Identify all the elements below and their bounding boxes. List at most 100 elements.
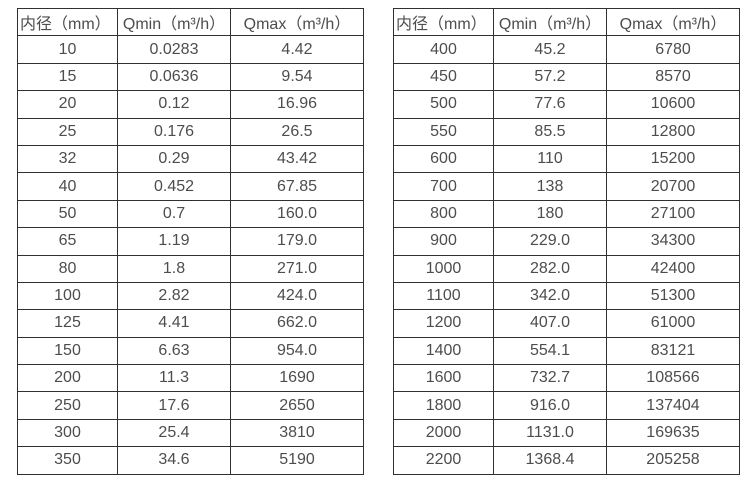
table-cell: 424.0 xyxy=(230,281,364,311)
table-row: 50 0.7 160.0 xyxy=(17,199,364,229)
table-cell: 43.42 xyxy=(230,144,364,174)
table-cell: 400 xyxy=(393,35,494,64)
table-cell: 600 xyxy=(393,144,494,174)
column-header: Qmax（m³/h） xyxy=(230,7,364,37)
table-row: 900 229.0 34300 xyxy=(393,227,740,256)
table-cell: 250 xyxy=(17,391,118,420)
table-cell: 65 xyxy=(17,227,118,256)
table-cell: 40 xyxy=(17,172,118,201)
table-cell: 4.42 xyxy=(230,35,364,64)
table-cell: 271.0 xyxy=(230,254,364,283)
table-row: 700 138 20700 xyxy=(393,172,740,201)
table-row: 2000 1131.0 169635 xyxy=(393,418,740,448)
table-cell: 1100 xyxy=(393,281,494,311)
table-cell: 51300 xyxy=(606,281,740,311)
table-cell: 83121 xyxy=(606,336,740,366)
table-cell: 732.7 xyxy=(493,364,607,393)
table-row: 100 2.82 424.0 xyxy=(17,281,364,311)
table-cell: 550 xyxy=(393,117,494,146)
table-cell: 20 xyxy=(17,90,118,119)
table-cell: 25 xyxy=(17,117,118,146)
table-row: 350 34.6 5190 xyxy=(17,446,364,475)
table-row: 1000 282.0 42400 xyxy=(393,254,740,283)
table-cell: 15 xyxy=(17,62,118,92)
table-cell: 450 xyxy=(393,62,494,92)
table-cell: 50 xyxy=(17,199,118,229)
header-row: 内径（mm） Qmin（m³/h） Qmax（m³/h） xyxy=(393,7,740,37)
table-cell: 26.5 xyxy=(230,117,364,146)
table-cell: 110 xyxy=(493,144,607,174)
table-cell: 138 xyxy=(493,172,607,201)
table-cell: 1000 xyxy=(393,254,494,283)
table-cell: 34.6 xyxy=(117,446,231,475)
column-header: Qmin（m³/h） xyxy=(493,7,607,37)
table-cell: 77.6 xyxy=(493,90,607,119)
table-cell: 2.82 xyxy=(117,281,231,311)
column-header: 内径（mm） xyxy=(393,7,494,37)
table-cell: 9.54 xyxy=(230,62,364,92)
table-cell: 2200 xyxy=(393,446,494,475)
table-cell: 1.8 xyxy=(117,254,231,283)
table-row: 65 1.19 179.0 xyxy=(17,227,364,256)
table-cell: 137404 xyxy=(606,391,740,420)
table-row: 125 4.41 662.0 xyxy=(17,309,364,338)
table-cell: 0.7 xyxy=(117,199,231,229)
table-cell: 4.41 xyxy=(117,309,231,338)
table-cell: 20700 xyxy=(606,172,740,201)
table-cell: 15200 xyxy=(606,144,740,174)
table-row: 10 0.0283 4.42 xyxy=(17,35,364,64)
table-cell: 61000 xyxy=(606,309,740,338)
table-cell: 8570 xyxy=(606,62,740,92)
table-cell: 3810 xyxy=(230,418,364,448)
table-cell: 27100 xyxy=(606,199,740,229)
table-cell: 12800 xyxy=(606,117,740,146)
table-cell: 10600 xyxy=(606,90,740,119)
table-row: 1200 407.0 61000 xyxy=(393,309,740,338)
table-cell: 1400 xyxy=(393,336,494,366)
table-cell: 42400 xyxy=(606,254,740,283)
table-row: 250 17.6 2650 xyxy=(17,391,364,420)
table-cell: 350 xyxy=(17,446,118,475)
table-cell: 954.0 xyxy=(230,336,364,366)
table-row: 550 85.5 12800 xyxy=(393,117,740,146)
table-cell: 1.19 xyxy=(117,227,231,256)
table-cell: 179.0 xyxy=(230,227,364,256)
table-cell: 2650 xyxy=(230,391,364,420)
table-cell: 900 xyxy=(393,227,494,256)
table-cell: 800 xyxy=(393,199,494,229)
table-row: 1100 342.0 51300 xyxy=(393,281,740,311)
table-cell: 700 xyxy=(393,172,494,201)
table-cell: 0.29 xyxy=(117,144,231,174)
table-row: 500 77.6 10600 xyxy=(393,90,740,119)
table-cell: 1131.0 xyxy=(493,418,607,448)
table-cell: 1368.4 xyxy=(493,446,607,475)
table-cell: 57.2 xyxy=(493,62,607,92)
table-row: 2200 1368.4 205258 xyxy=(393,446,740,475)
table-cell: 85.5 xyxy=(493,117,607,146)
table-cell: 10 xyxy=(17,35,118,64)
table-row: 450 57.2 8570 xyxy=(393,62,740,92)
table-cell: 1800 xyxy=(393,391,494,420)
table-cell: 45.2 xyxy=(493,35,607,64)
table-cell: 229.0 xyxy=(493,227,607,256)
table-cell: 205258 xyxy=(606,446,740,475)
table-cell: 67.85 xyxy=(230,172,364,201)
table-row: 15 0.0636 9.54 xyxy=(17,62,364,92)
table-cell: 1690 xyxy=(230,364,364,393)
table-cell: 34300 xyxy=(606,227,740,256)
table-cell: 0.176 xyxy=(117,117,231,146)
table-cell: 554.1 xyxy=(493,336,607,366)
table-cell: 0.12 xyxy=(117,90,231,119)
table-cell: 662.0 xyxy=(230,309,364,338)
table-cell: 6.63 xyxy=(117,336,231,366)
table-row: 40 0.452 67.85 xyxy=(17,172,364,201)
table-cell: 0.452 xyxy=(117,172,231,201)
flow-table-large-diameters: 内径（mm） Qmin（m³/h） Qmax（m³/h） 400 45.2 6780 45… xyxy=(393,7,740,475)
flow-table-small-diameters: 内径（mm） Qmin（m³/h） Qmax（m³/h） 10 0.0283 4.42 1… xyxy=(17,7,364,475)
table-cell: 17.6 xyxy=(117,391,231,420)
table-cell: 169635 xyxy=(606,418,740,448)
table-row: 32 0.29 43.42 xyxy=(17,144,364,174)
table-row: 200 11.3 1690 xyxy=(17,364,364,393)
table-cell: 125 xyxy=(17,309,118,338)
